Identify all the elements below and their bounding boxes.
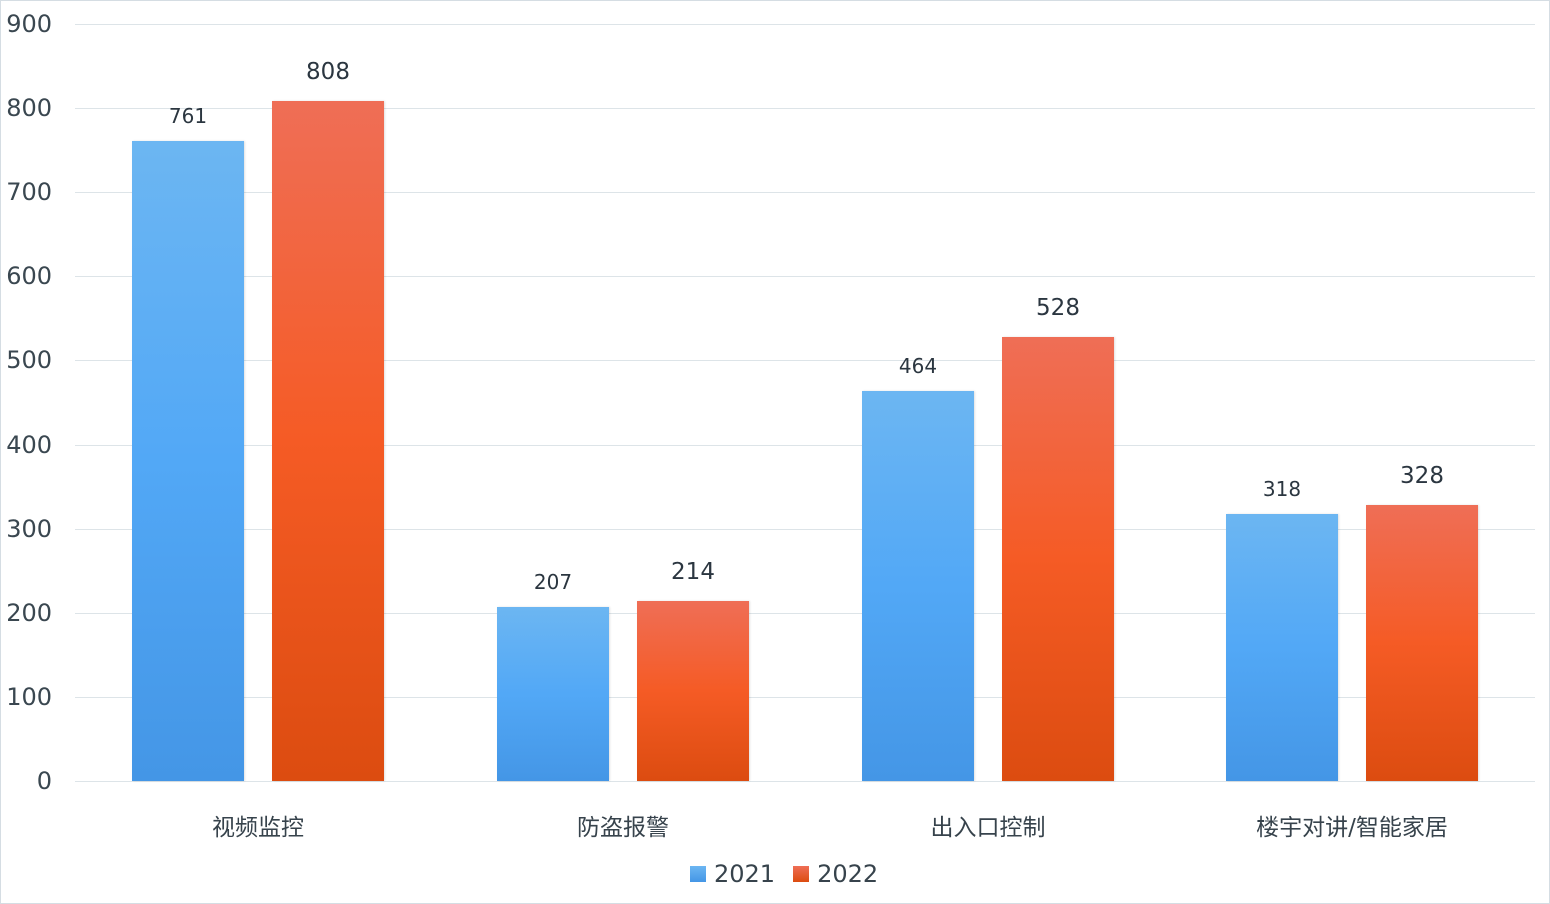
- y-tick-label: 700: [6, 178, 52, 206]
- y-tick-label: 0: [36, 767, 52, 795]
- gridline: [75, 108, 1535, 109]
- legend-item-2021[interactable]: 2021: [690, 860, 775, 888]
- legend-swatch-2022: [793, 866, 810, 882]
- data-label: 328: [1400, 463, 1444, 489]
- bar-2021[interactable]: [862, 391, 974, 781]
- legend-item-2022[interactable]: 2022: [793, 860, 878, 888]
- data-label: 528: [1036, 295, 1080, 321]
- gridline: [75, 613, 1535, 614]
- x-tick-label: 出入口控制: [930, 815, 1046, 841]
- gridline: [75, 529, 1535, 530]
- legend: 2021 2022: [690, 860, 896, 888]
- bar-2021[interactable]: [497, 607, 609, 781]
- y-tick-label: 500: [6, 346, 52, 374]
- bar-2021[interactable]: [132, 141, 244, 781]
- y-tick-label: 200: [6, 599, 52, 627]
- legend-swatch-2021: [690, 866, 706, 882]
- legend-label: 2022: [817, 860, 879, 888]
- y-tick-label: 400: [6, 431, 52, 459]
- bar-2022[interactable]: [637, 601, 749, 781]
- data-label: 761: [168, 104, 208, 128]
- legend-label: 2021: [714, 860, 776, 888]
- bar-2022[interactable]: [1002, 337, 1114, 781]
- data-label: 207: [533, 570, 573, 594]
- gridline: [75, 697, 1535, 698]
- y-tick-label: 100: [6, 683, 52, 711]
- data-label: 214: [671, 559, 715, 585]
- bar-2021[interactable]: [1226, 514, 1338, 781]
- gridline: [75, 360, 1535, 361]
- data-label: 808: [306, 59, 350, 85]
- y-tick-label: 900: [6, 10, 52, 38]
- y-tick-label: 600: [6, 262, 52, 290]
- gridline: [75, 276, 1535, 277]
- gridline: [75, 445, 1535, 446]
- gridline: [75, 781, 1535, 782]
- data-label: 464: [898, 354, 938, 378]
- x-tick-label: 楼宇对讲/智能家居: [1256, 815, 1448, 841]
- bar-2022[interactable]: [1366, 505, 1478, 781]
- x-tick-label: 防盗报警: [577, 815, 669, 841]
- bar-2022[interactable]: [272, 101, 384, 781]
- y-tick-label: 300: [6, 515, 52, 543]
- gridline: [75, 24, 1535, 25]
- gridline: [75, 192, 1535, 193]
- x-tick-label: 视频监控: [212, 815, 304, 841]
- data-label: 318: [1262, 477, 1302, 501]
- y-tick-label: 800: [6, 94, 52, 122]
